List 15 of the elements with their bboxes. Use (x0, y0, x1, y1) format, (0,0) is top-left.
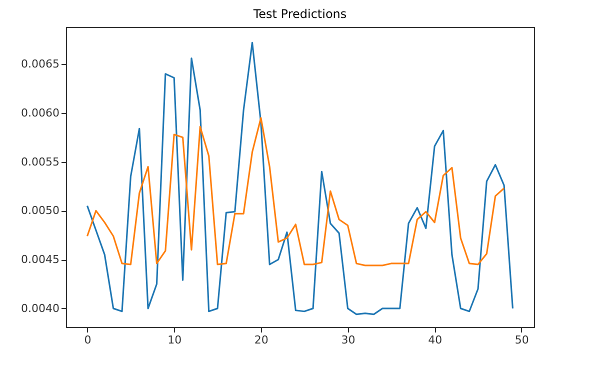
y-tick-label: 0.0050 (21, 204, 60, 218)
x-tick-label: 30 (341, 334, 356, 346)
y-tick-label: 0.0065 (21, 58, 60, 71)
y-tick-label: 0.0060 (21, 106, 60, 120)
x-tick-label: 10 (168, 334, 182, 346)
x-tick-label: 0 (84, 334, 92, 346)
line-series (86, 42, 514, 316)
x-tick-label: 20 (254, 334, 268, 346)
x-tick-label: 40 (428, 334, 442, 346)
y-tick-label: 0.0055 (21, 155, 60, 168)
x-tick-label: 50 (514, 334, 529, 346)
y-tick-label: 0.0040 (21, 302, 60, 315)
chart-title: Test Predictions (252, 7, 347, 21)
y-tick-label: 0.0045 (21, 253, 60, 266)
line-series (86, 117, 505, 266)
